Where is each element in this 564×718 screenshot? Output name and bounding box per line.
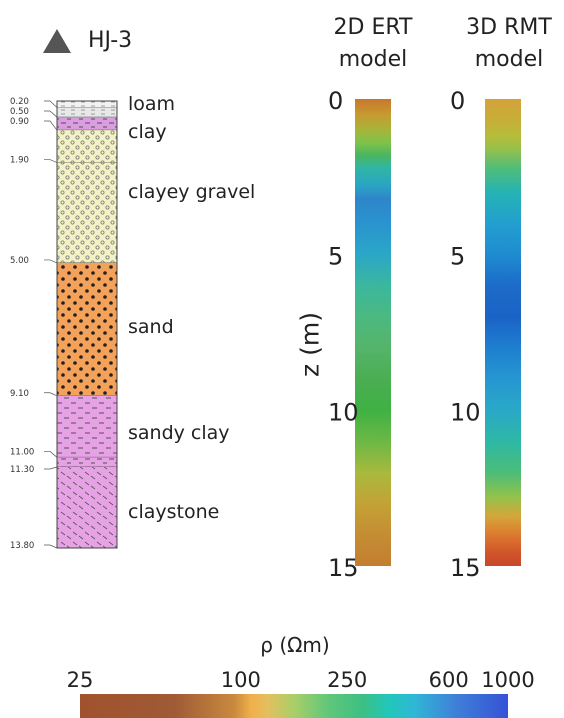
borehole-layer [57, 162, 117, 264]
depth-tick-label: 5 [328, 243, 343, 271]
rmt-model-column [485, 99, 521, 566]
depth-tick-label: 10 [450, 398, 481, 426]
layer-pattern [57, 162, 117, 263]
depth-leader [44, 544, 58, 549]
layer-pattern [57, 262, 117, 396]
models-svg: 0 5 10 15 0 5 10 15 [328, 87, 521, 582]
colorbar-tick-label: 1000 [481, 668, 534, 692]
borehole-layer [57, 262, 117, 397]
colorbar-gradient [80, 694, 508, 718]
depth-leader [44, 100, 58, 108]
depth-label: 1.90 [10, 156, 29, 166]
depth-label: 0.20 [10, 97, 29, 107]
depth-leader [44, 466, 58, 470]
depth-tick-label: 0 [328, 87, 343, 115]
layer-label: sand [128, 316, 174, 338]
layer-pattern [57, 467, 117, 548]
depth-label: 0.50 [10, 107, 29, 117]
colorbar-label: ρ (Ωm) [260, 633, 330, 657]
model-title-ert-line1: 2D ERT [333, 15, 413, 40]
borehole-layer [57, 467, 117, 549]
depth-label: 11.00 [10, 447, 34, 457]
depth-leader [44, 450, 58, 458]
layer-label: claystone [128, 501, 219, 523]
depth-label: 0.90 [10, 117, 29, 127]
model-title-ert: 2D ERT model [318, 14, 428, 74]
layer-label: clayey gravel [128, 181, 255, 203]
depth-leader [44, 159, 58, 163]
ert-model-column [355, 99, 391, 566]
colorbar-tick-label: 600 [429, 668, 469, 692]
depth-leader [44, 392, 58, 397]
borehole-name: HJ-3 [88, 28, 133, 53]
colorbar-tick-label: 250 [327, 668, 367, 692]
layer-label: clay [128, 121, 167, 143]
model-title-ert-line2: model [338, 47, 408, 72]
depth-axis-label: z (m) [295, 312, 325, 377]
layer-pattern [57, 117, 117, 131]
depth-label: 11.30 [10, 465, 34, 475]
triangle-marker-icon [43, 29, 71, 53]
borehole-layer [57, 130, 117, 163]
borehole-log-outline [56, 100, 118, 549]
borehole-log-svg: 0.200.500.90 1.90 5.00 9.10 11.00 11.30 13.80 l… [10, 93, 255, 551]
layer-label: sandy clay [128, 422, 230, 444]
depth-tick-label: 10 [328, 398, 359, 426]
colorbar-tick-label: 25 [67, 668, 94, 692]
depth-tick-label: 0 [450, 87, 465, 115]
model-title-rmt-line1: 3D RMT [466, 15, 552, 40]
layer-label: loam [128, 93, 175, 115]
depth-leader [44, 259, 58, 264]
depth-tick-label: 5 [450, 243, 465, 271]
depth-leader [44, 120, 58, 131]
model-title-rmt-line2: model [474, 47, 544, 72]
colorbar-svg: 25 100 250 600 1000 [67, 668, 535, 718]
layer-pattern [57, 130, 117, 163]
depth-label: 5.00 [10, 256, 29, 266]
layer-pattern [57, 457, 117, 468]
depth-leader [44, 110, 58, 118]
depth-label: 9.10 [10, 389, 29, 399]
model-title-rmt: 3D RMT model [454, 14, 564, 74]
layer-pattern [57, 395, 117, 458]
borehole-header: HJ-3 [42, 26, 162, 56]
depth-label: 13.80 [10, 541, 34, 551]
borehole-log: 0.20 0.50 0.90 1.90 5.00 9.10 11.00 11.30 13.80 l… [0, 0, 300, 560]
layer-pattern [57, 107, 117, 118]
depth-tick-label: 15 [328, 554, 359, 582]
depth-tick-label: 15 [450, 554, 481, 582]
colorbar-tick-label: 100 [221, 668, 261, 692]
layer-pattern [57, 101, 117, 108]
